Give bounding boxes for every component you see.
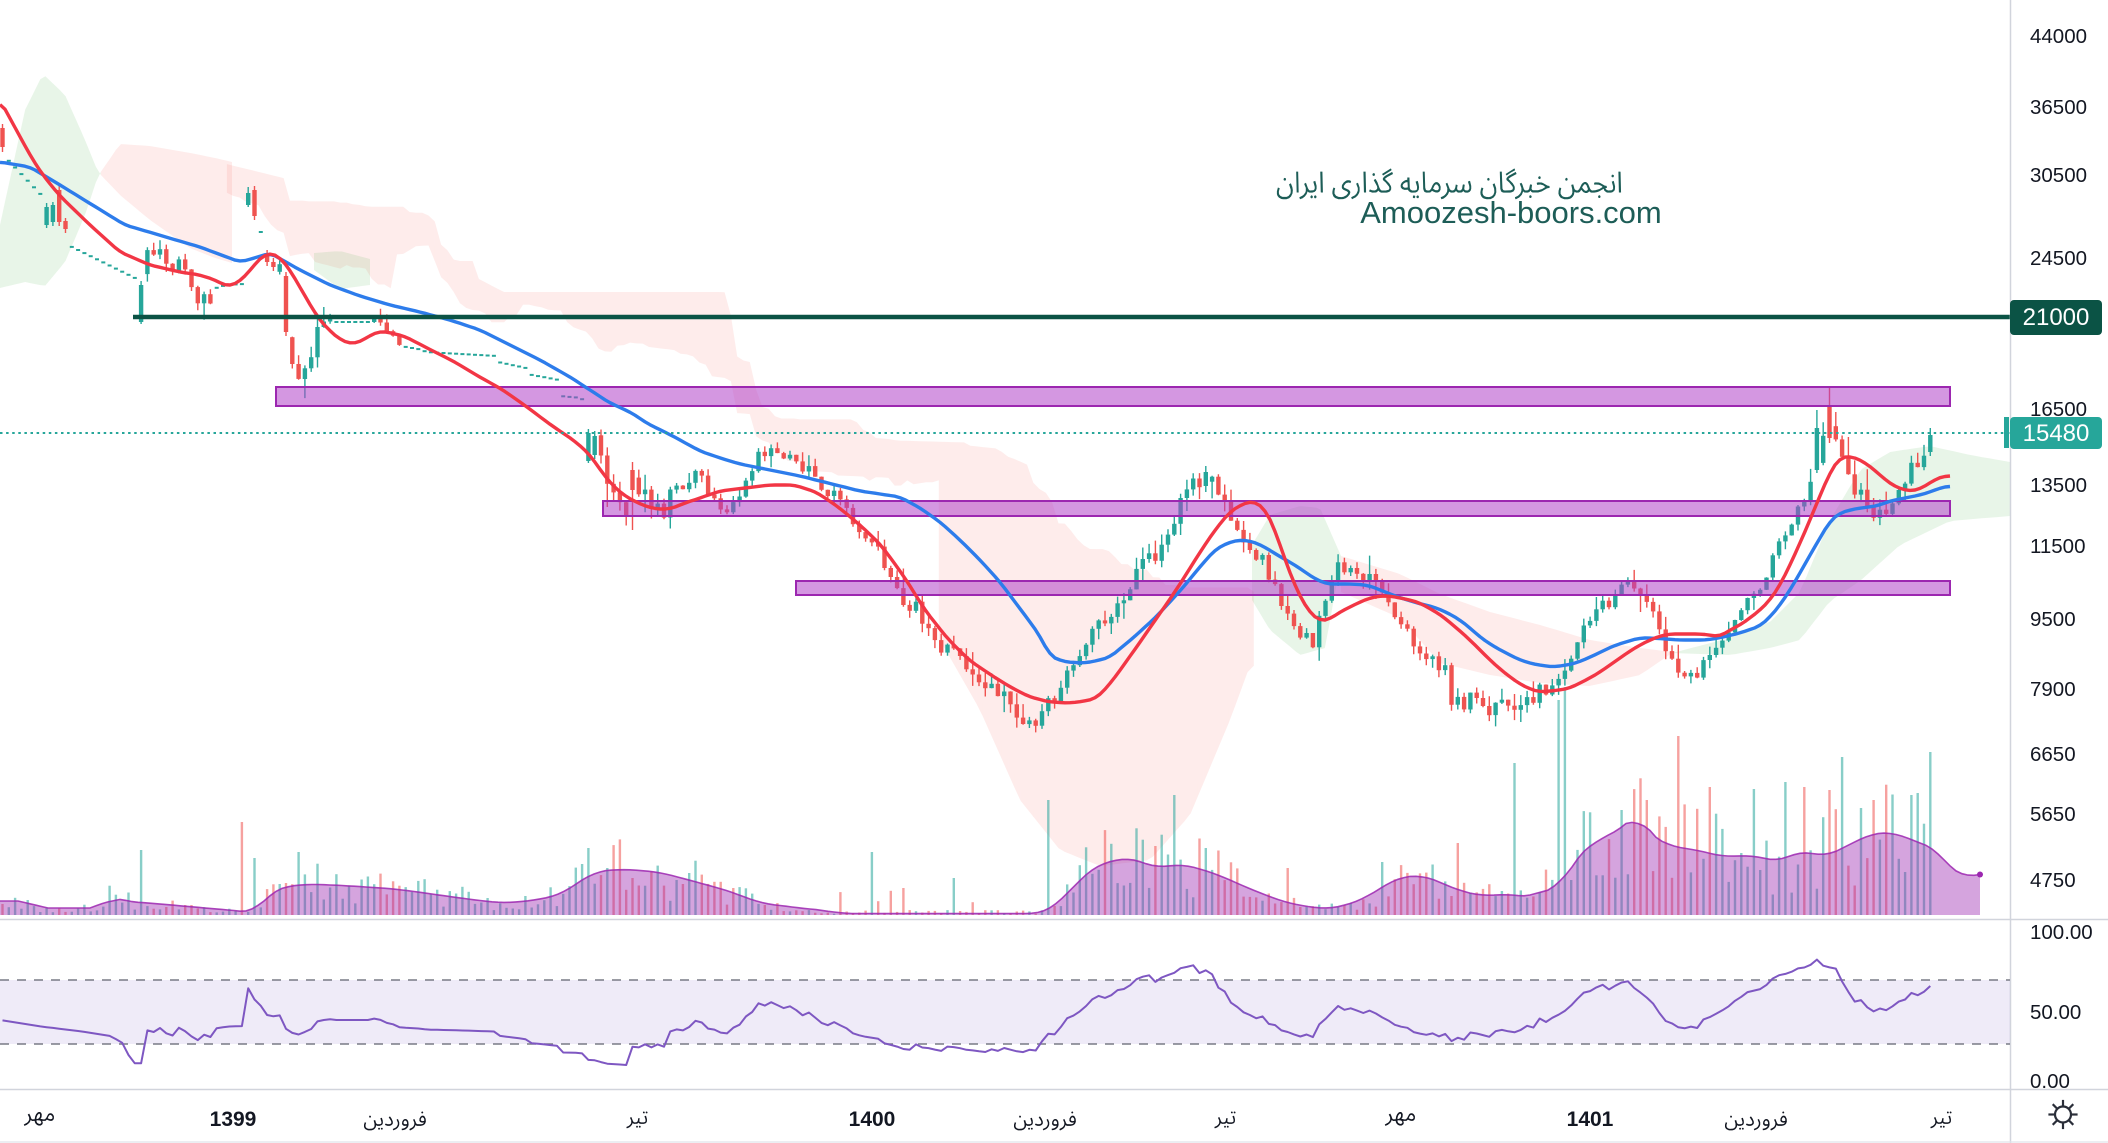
svg-text:1400: 1400 — [849, 1108, 896, 1131]
svg-text:5650: 5650 — [2030, 803, 2076, 826]
svg-text:36500: 36500 — [2030, 96, 2087, 119]
svg-text:21000: 21000 — [2023, 304, 2090, 331]
svg-text:7900: 7900 — [2030, 678, 2076, 701]
svg-text:11500: 11500 — [2030, 535, 2085, 558]
svg-text:1399: 1399 — [210, 1108, 257, 1131]
svg-text:4750: 4750 — [2030, 869, 2076, 892]
svg-text:Amoozesh-boors.com: Amoozesh-boors.com — [1360, 195, 1662, 230]
svg-text:13500: 13500 — [2030, 474, 2087, 497]
svg-text:100.00: 100.00 — [2030, 921, 2093, 944]
svg-text:1401: 1401 — [1567, 1108, 1614, 1131]
svg-text:0.00: 0.00 — [2030, 1070, 2070, 1093]
svg-text:16500: 16500 — [2030, 398, 2087, 421]
svg-text:6650: 6650 — [2030, 743, 2076, 766]
svg-text:50.00: 50.00 — [2030, 1001, 2081, 1024]
svg-text:24500: 24500 — [2030, 247, 2087, 270]
svg-text:30500: 30500 — [2030, 164, 2087, 187]
svg-text:15480: 15480 — [2023, 420, 2090, 447]
svg-text:9500: 9500 — [2030, 608, 2076, 631]
svg-text:44000: 44000 — [2030, 25, 2087, 48]
